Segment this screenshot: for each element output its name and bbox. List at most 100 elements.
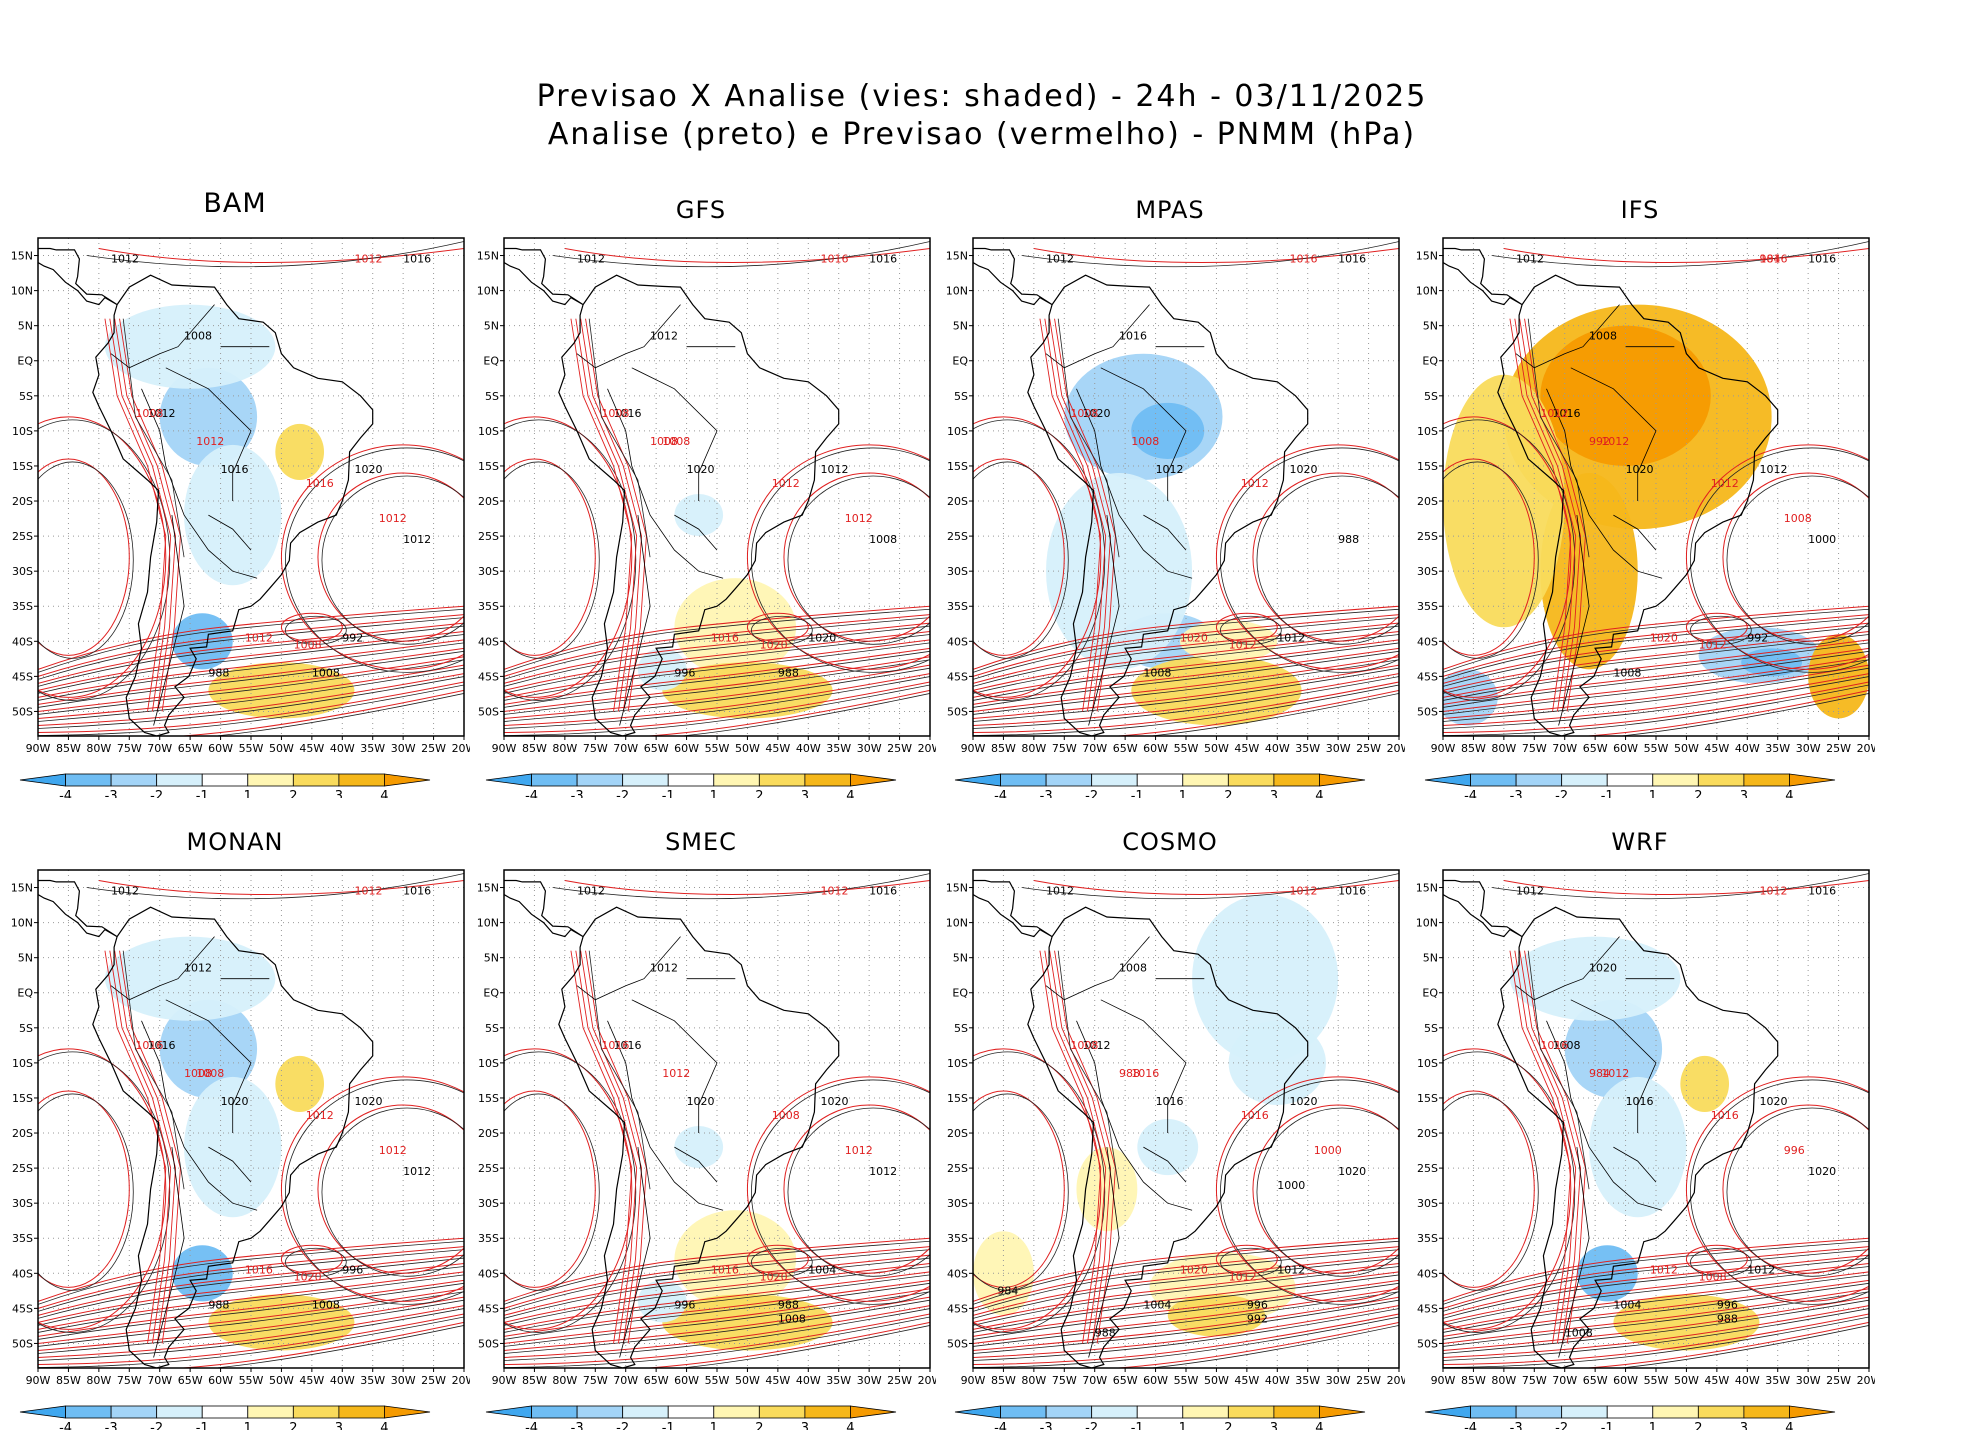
latitude-label: 30S (478, 565, 499, 578)
isobar-label-analysis: 1016 (1338, 253, 1366, 266)
colorbar-swatch (1136, 773, 1184, 787)
latitude-label: 40S (947, 635, 968, 648)
isobar-label-analysis: 1012 (577, 253, 605, 266)
panel-title: IFS (1620, 196, 1660, 224)
colorbar-tick-label: -2 (1085, 1421, 1098, 1430)
latitude-label: 15N (11, 882, 33, 895)
isobar-label-analysis: 1020 (808, 631, 836, 644)
isobar-label-forecast: 1012 (1650, 1263, 1678, 1276)
colorbar-tick-label: -2 (616, 1421, 629, 1430)
isobar-label-forecast: 1008 (196, 1067, 224, 1080)
isobar-label-forecast: 1012 (1229, 1270, 1257, 1283)
colorbar: -4 -3 -2 -1 1 2 3 4 (1424, 1405, 1836, 1430)
isobar-label-analysis: 1020 (1808, 1165, 1836, 1178)
colorbar-swatch (667, 1405, 715, 1419)
latitude-label: 50S (1417, 1337, 1438, 1350)
colorbar-tick-label: -4 (525, 789, 538, 798)
longitude-label: 90W (1431, 742, 1456, 755)
longitude-label: 25W (421, 742, 446, 755)
longitude-label: 85W (991, 1374, 1016, 1387)
isobar-label-analysis: 984 (997, 1284, 1018, 1297)
longitude-label: 35W (1765, 1374, 1790, 1387)
panel-title: COSMO (1122, 828, 1218, 856)
longitude-label: 35W (1765, 742, 1790, 755)
latitude-label: 45S (12, 1302, 33, 1315)
longitude-label: 45W (1234, 1374, 1259, 1387)
longitude-label: 75W (1052, 1374, 1077, 1387)
isobar-label-forecast: 1008 (135, 407, 163, 420)
latitude-label: 45S (478, 1302, 499, 1315)
longitude-label: 40W (1265, 1374, 1290, 1387)
colorbar-swatch (65, 1405, 112, 1419)
isobar-label-analysis: 1016 (614, 407, 642, 420)
latitude-label: 15S (1417, 460, 1438, 473)
latitude-label: EQ (17, 987, 33, 1000)
panel-title: MPAS (1135, 196, 1205, 224)
isobar-label-analysis: 988 (1095, 1326, 1116, 1339)
colorbar-tick-label: -3 (1510, 1421, 1523, 1430)
latitude-label: 50S (12, 705, 33, 718)
latitude-label: 40S (12, 1267, 33, 1280)
latitude-label: 10S (1417, 425, 1438, 438)
latitude-label: 10S (478, 425, 499, 438)
longitude-label: 80W (1021, 742, 1046, 755)
isobar-label-analysis: 1008 (1553, 1039, 1581, 1052)
isobar-label-forecast: 996 (1784, 1144, 1805, 1157)
colorbar-swatch (1091, 773, 1138, 787)
isobar-label-forecast: 1008 (294, 638, 322, 651)
longitude-label: 70W (147, 742, 172, 755)
latitude-label: 15N (477, 882, 499, 895)
isobar-label-forecast: 1012 (845, 1144, 873, 1157)
latitude-label: 50S (947, 1337, 968, 1350)
isobar-label-forecast: 1012 (1699, 638, 1727, 651)
longitude-label: 85W (56, 742, 81, 755)
isobar-label-analysis: 1016 (869, 885, 897, 898)
longitude-label: 90W (492, 1374, 517, 1387)
colorbar-tick-label: -3 (571, 789, 584, 798)
latitude-label: 30S (1417, 1197, 1438, 1210)
colorbar-tick-label: -2 (1555, 789, 1568, 798)
colorbar-tick-label: -1 (1601, 789, 1614, 798)
isobar-label-analysis: 1012 (1083, 1039, 1111, 1052)
colorbar-swatch (1136, 1405, 1184, 1419)
longitude-label: 75W (1522, 1374, 1547, 1387)
isobar-label-forecast: 1020 (1180, 631, 1208, 644)
latitude-label: 20S (478, 495, 499, 508)
isobar-label-analysis: 1020 (820, 1095, 848, 1108)
isobar-label-forecast: 1012 (1759, 885, 1787, 898)
latitude-label: 15N (1416, 882, 1438, 895)
latitude-label: 35S (947, 1232, 968, 1245)
colorbar-swatch (758, 1405, 806, 1419)
isobar-label-forecast: 1000 (1314, 1144, 1342, 1157)
latitude-label: 15S (1417, 1092, 1438, 1105)
isobar-label-forecast: 1012 (1711, 477, 1739, 490)
colorbar-swatch (247, 1405, 294, 1419)
latitude-label: 35S (1417, 1232, 1438, 1245)
longitude-label: 20W (452, 1374, 470, 1387)
longitude-label: 40W (796, 1374, 821, 1387)
latitude-label: 5S (1424, 1022, 1438, 1035)
colorbar-swatch (576, 773, 624, 787)
isobar-label-forecast: 984 (1759, 253, 1780, 266)
latitude-label: 25S (1417, 530, 1438, 543)
isobar-label-forecast: 1012 (1289, 885, 1317, 898)
longitude-label: 65W (1583, 742, 1608, 755)
isobar-label-analysis: 1008 (1613, 666, 1641, 679)
colorbar-tick-label: 1 (1179, 789, 1187, 798)
longitude-label: 70W (1082, 1374, 1107, 1387)
latitude-label: 10N (477, 917, 499, 930)
longitude-label: 60W (208, 742, 233, 755)
isobar-label-forecast: 1012 (820, 885, 848, 898)
isobar-label-forecast: 1008 (662, 435, 690, 448)
bias-shading (208, 662, 355, 719)
latitude-label: 40S (478, 635, 499, 648)
latitude-label: 25S (947, 530, 968, 543)
isobar-label-analysis: 1012 (869, 1165, 897, 1178)
longitude-label: 20W (1857, 1374, 1875, 1387)
isobar-label-forecast: 1012 (1601, 435, 1629, 448)
colorbar-swatch (1697, 773, 1745, 787)
isobar-label-forecast: 1016 (1540, 1039, 1568, 1052)
latitude-label: 10S (947, 425, 968, 438)
title-line-2: Analise (preto) e Previsao (vermelho) - … (547, 117, 1417, 152)
isobar-label-analysis: 1012 (1516, 253, 1544, 266)
